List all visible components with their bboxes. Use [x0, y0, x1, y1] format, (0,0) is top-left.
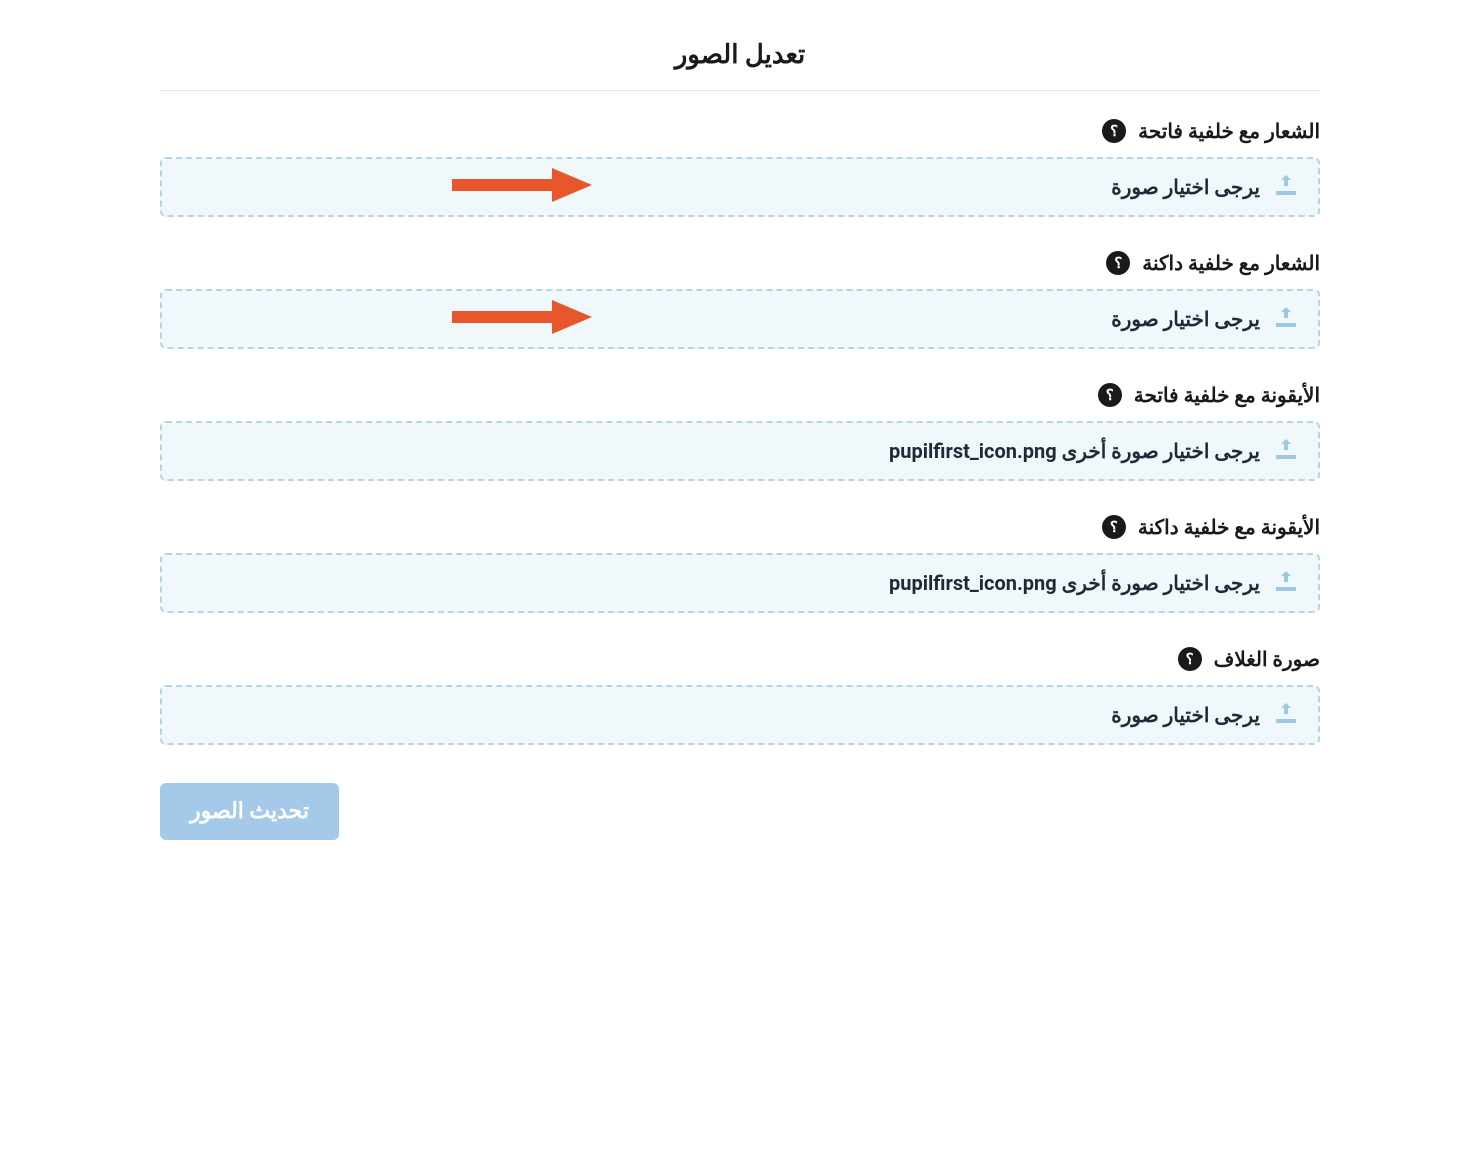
label-row: الأيقونة مع خلفية فاتحة ؟: [160, 383, 1320, 407]
arrow-annotation: [452, 297, 592, 341]
upload-input-icon-light[interactable]: يرجى اختيار صورة أخرى pupilfirst_icon.pn…: [160, 421, 1320, 481]
page-title: تعديل الصور: [160, 40, 1320, 91]
help-icon[interactable]: ؟: [1102, 119, 1126, 143]
update-images-button[interactable]: تحديث الصور: [160, 783, 339, 840]
upload-icon: [1274, 701, 1298, 729]
upload-text: يرجى اختيار صورة: [1111, 307, 1260, 331]
field-label: الأيقونة مع خلفية فاتحة: [1134, 383, 1320, 407]
upload-input-icon-dark[interactable]: يرجى اختيار صورة أخرى pupilfirst_icon.pn…: [160, 553, 1320, 613]
help-icon[interactable]: ؟: [1102, 515, 1126, 539]
images-form: تعديل الصور الشعار مع خلفية فاتحة ؟ يرجى…: [160, 40, 1320, 840]
upload-input-cover[interactable]: يرجى اختيار صورة: [160, 685, 1320, 745]
label-row: الأيقونة مع خلفية داكنة ؟: [160, 515, 1320, 539]
help-icon[interactable]: ؟: [1106, 251, 1130, 275]
form-group-icon-light: الأيقونة مع خلفية فاتحة ؟ يرجى اختيار صو…: [160, 383, 1320, 481]
upload-text: يرجى اختيار صورة أخرى pupilfirst_icon.pn…: [889, 571, 1260, 595]
form-group-logo-light: الشعار مع خلفية فاتحة ؟ يرجى اختيار صورة: [160, 119, 1320, 217]
upload-input-logo-light[interactable]: يرجى اختيار صورة: [160, 157, 1320, 217]
field-label: الشعار مع خلفية داكنة: [1142, 251, 1320, 275]
upload-icon: [1274, 569, 1298, 597]
upload-text: يرجى اختيار صورة أخرى pupilfirst_icon.pn…: [889, 439, 1260, 463]
help-icon[interactable]: ؟: [1178, 647, 1202, 671]
upload-icon: [1274, 305, 1298, 333]
form-group-logo-dark: الشعار مع خلفية داكنة ؟ يرجى اختيار صورة: [160, 251, 1320, 349]
submit-row: تحديث الصور: [160, 783, 1320, 840]
label-row: الشعار مع خلفية فاتحة ؟: [160, 119, 1320, 143]
upload-icon: [1274, 437, 1298, 465]
upload-input-logo-dark[interactable]: يرجى اختيار صورة: [160, 289, 1320, 349]
field-label: الشعار مع خلفية فاتحة: [1138, 119, 1320, 143]
upload-text: يرجى اختيار صورة: [1111, 175, 1260, 199]
form-group-icon-dark: الأيقونة مع خلفية داكنة ؟ يرجى اختيار صو…: [160, 515, 1320, 613]
form-group-cover: صورة الغلاف ؟ يرجى اختيار صورة: [160, 647, 1320, 745]
field-label: الأيقونة مع خلفية داكنة: [1138, 515, 1320, 539]
field-label: صورة الغلاف: [1214, 647, 1320, 671]
arrow-annotation: [452, 165, 592, 209]
upload-icon: [1274, 173, 1298, 201]
upload-text: يرجى اختيار صورة: [1111, 703, 1260, 727]
label-row: صورة الغلاف ؟: [160, 647, 1320, 671]
help-icon[interactable]: ؟: [1098, 383, 1122, 407]
label-row: الشعار مع خلفية داكنة ؟: [160, 251, 1320, 275]
